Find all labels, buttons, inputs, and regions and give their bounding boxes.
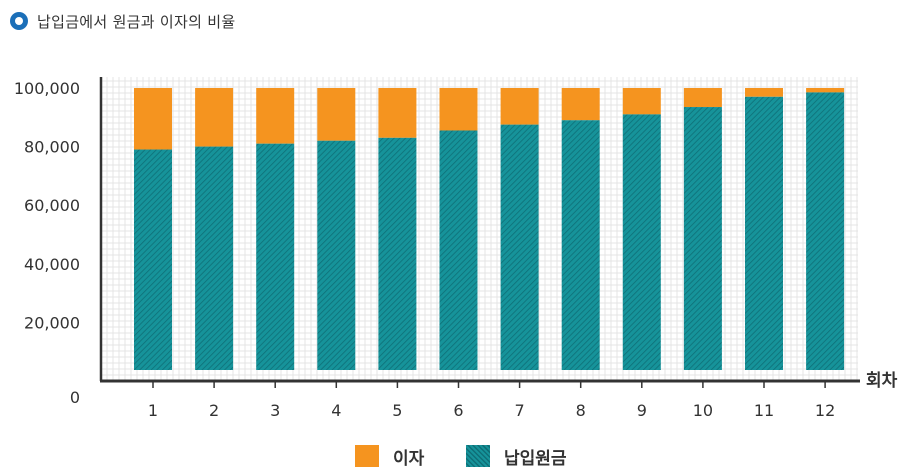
chart-axes	[99, 77, 860, 388]
y-tick-label: 80,000	[24, 138, 80, 157]
bar-principal-2	[195, 146, 234, 370]
x-tick-label: 8	[576, 401, 586, 420]
bar-principal-9	[622, 114, 661, 371]
bar-interest-10	[683, 88, 722, 108]
y-tick-label: 20,000	[24, 313, 80, 332]
bar-interest-1	[134, 88, 172, 150]
y-tick-label: 0	[70, 388, 80, 407]
bar-principal-8	[561, 120, 600, 370]
legend-item-interest: 이자	[355, 441, 424, 471]
bar-interest-4	[317, 88, 356, 141]
x-tick-label: 5	[392, 401, 402, 420]
bar-interest-7	[500, 88, 539, 125]
bar-interest-5	[378, 88, 417, 138]
bar-principal-3	[256, 143, 295, 370]
legend-label-principal: 납입원금	[504, 448, 567, 469]
chart-bars	[134, 88, 845, 371]
bar-principal-10	[683, 107, 722, 371]
bar-interest-9	[622, 88, 661, 115]
bar-principal-4	[317, 140, 356, 370]
bar-principal-12	[806, 92, 845, 371]
x-tick-label: 10	[693, 401, 713, 420]
circle-bullet-icon	[10, 12, 28, 30]
x-tick-label: 4	[331, 401, 341, 420]
x-tick-label: 7	[515, 401, 525, 420]
bar-interest-2	[195, 88, 234, 147]
x-tick-label: 2	[209, 401, 219, 420]
x-tick-label: 6	[453, 401, 463, 420]
bar-interest-8	[561, 88, 600, 121]
x-axis-label: 회차	[866, 371, 898, 391]
chart-header: 납입금에서 원금과 이자의 비율	[10, 10, 236, 32]
bar-interest-6	[439, 88, 478, 131]
y-tick-label: 60,000	[24, 196, 80, 215]
bar-principal-1	[134, 149, 172, 370]
bar-interest-3	[256, 88, 295, 144]
bar-principal-11	[745, 96, 783, 370]
y-tick-label: 40,000	[24, 255, 80, 274]
bar-interest-12	[806, 88, 845, 93]
legend-label-interest: 이자	[393, 448, 425, 469]
legend-swatch-interest	[355, 445, 379, 467]
x-tick-label: 1	[148, 401, 158, 420]
x-tick-label: 11	[754, 401, 774, 420]
bar-principal-7	[500, 124, 539, 370]
bar-principal-5	[378, 137, 417, 370]
x-tick-label: 12	[815, 401, 835, 420]
x-tick-label: 9	[637, 401, 647, 420]
legend-item-principal: 납입원금	[466, 441, 567, 471]
legend-swatch-principal	[466, 445, 490, 467]
y-tick-label: 100,000	[14, 79, 80, 98]
bar-principal-6	[439, 130, 478, 370]
bar-interest-11	[745, 88, 783, 97]
chart-title: 납입금에서 원금과 이자의 비율	[37, 12, 236, 31]
x-tick-label: 3	[270, 401, 280, 420]
